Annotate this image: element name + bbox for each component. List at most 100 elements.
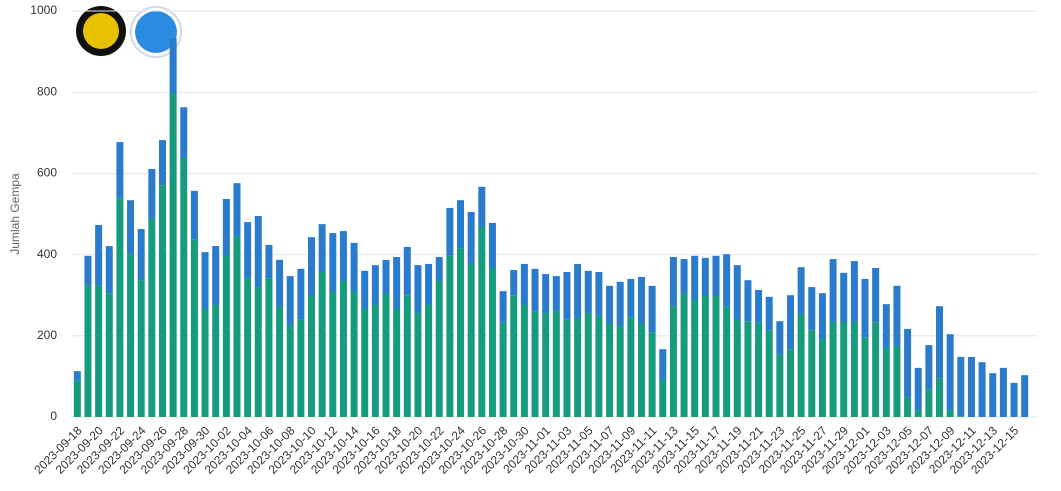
bar-segment <box>712 296 720 417</box>
bar-segment <box>190 239 198 417</box>
bar-segment <box>73 380 81 417</box>
bar-segment <box>723 306 731 417</box>
bar-segment <box>371 304 379 417</box>
bar-segment <box>414 313 422 417</box>
bar-segment <box>297 319 305 417</box>
bar-segment <box>680 259 688 294</box>
bar-segment <box>393 257 401 310</box>
bar-segment <box>691 300 699 417</box>
bar-segment <box>531 268 539 312</box>
logo-magma-inner <box>135 11 177 53</box>
bar-segment <box>457 200 465 249</box>
bar-segment <box>84 285 92 417</box>
bar-segment <box>1010 382 1018 417</box>
logo-esdm-inner <box>83 13 119 49</box>
bar-segment <box>329 291 337 417</box>
bar-segment <box>733 319 741 417</box>
bar-segment <box>127 200 135 255</box>
bar-segment <box>148 168 156 219</box>
bar-segment <box>116 142 124 199</box>
grid <box>72 10 1038 418</box>
bar-segment <box>744 280 752 322</box>
y-tick-label: 400 <box>37 247 57 261</box>
bar-segment <box>552 276 560 312</box>
bar-segment <box>403 295 411 417</box>
bar-segment <box>978 362 986 417</box>
bar-segment <box>499 322 507 417</box>
bar-segment <box>776 354 784 417</box>
bar-segment <box>308 237 315 297</box>
bar-segment <box>329 233 337 292</box>
bar-segment <box>254 287 262 417</box>
bar-segment <box>861 278 869 338</box>
bar-segment <box>425 304 433 417</box>
bar-segment <box>137 280 145 417</box>
bar-segment <box>723 254 731 307</box>
bar-segment <box>563 272 571 320</box>
bar-segment <box>914 410 922 417</box>
bar-segment <box>233 235 241 417</box>
bar-segment <box>73 371 81 381</box>
bar-segment <box>169 93 177 418</box>
bar-segment <box>403 246 411 296</box>
bar-segment <box>478 226 486 417</box>
bar-segment <box>925 345 933 390</box>
bar-segment <box>882 304 890 348</box>
bar-segment <box>435 257 443 281</box>
bar-segment <box>712 255 720 297</box>
bar-segment <box>222 198 230 256</box>
bar-segment <box>265 278 273 417</box>
bar-segment <box>627 278 635 318</box>
bar-segment <box>339 231 347 281</box>
bar-segment <box>382 259 390 294</box>
bar-segment <box>765 296 773 331</box>
bar-segment <box>531 311 539 417</box>
bar-segment <box>648 332 656 417</box>
bar-segment <box>648 285 656 333</box>
bar-segment <box>606 324 614 417</box>
bar-segment <box>308 296 315 417</box>
y-tick-label: 1000 <box>30 3 57 17</box>
bar-segment <box>201 309 209 417</box>
y-tick-label: 0 <box>50 409 57 423</box>
bar-segment <box>414 265 422 314</box>
bar-segment <box>158 140 166 186</box>
bar-segment <box>861 337 869 417</box>
y-axis-title: Jumlah Gempa <box>8 173 22 255</box>
bar-segment <box>957 356 965 417</box>
bars <box>73 38 1029 418</box>
bar-segment <box>882 347 890 417</box>
bar-segment <box>755 322 763 417</box>
bar-segment <box>574 263 582 318</box>
bar-segment <box>552 311 560 417</box>
bar-segment <box>105 293 113 417</box>
bar-segment <box>637 324 645 417</box>
bar-segment <box>361 309 369 417</box>
bar-segment <box>872 322 880 417</box>
logos <box>76 6 182 58</box>
bar-segment <box>425 263 433 305</box>
bar-segment <box>829 321 837 417</box>
bar-segment <box>627 317 635 417</box>
bar-segment <box>371 265 379 305</box>
bar-segment <box>904 397 912 417</box>
bar-segment <box>840 272 848 322</box>
bar-segment <box>999 367 1007 417</box>
bar-segment <box>105 246 113 294</box>
bar-segment <box>339 280 347 417</box>
bar-segment <box>201 252 209 310</box>
bar-segment <box>808 330 816 417</box>
bar-segment <box>701 257 709 297</box>
bar-segment <box>254 216 262 288</box>
bar-segment <box>478 186 486 227</box>
bar-segment <box>659 380 667 417</box>
bar-segment <box>669 306 677 417</box>
bar-segment <box>574 317 582 417</box>
bar-segment <box>318 224 326 273</box>
bar-segment <box>148 218 156 417</box>
bar-segment <box>84 255 92 286</box>
bar-segment <box>435 280 443 417</box>
bar-segment <box>733 265 741 320</box>
bar-segment <box>116 198 124 417</box>
